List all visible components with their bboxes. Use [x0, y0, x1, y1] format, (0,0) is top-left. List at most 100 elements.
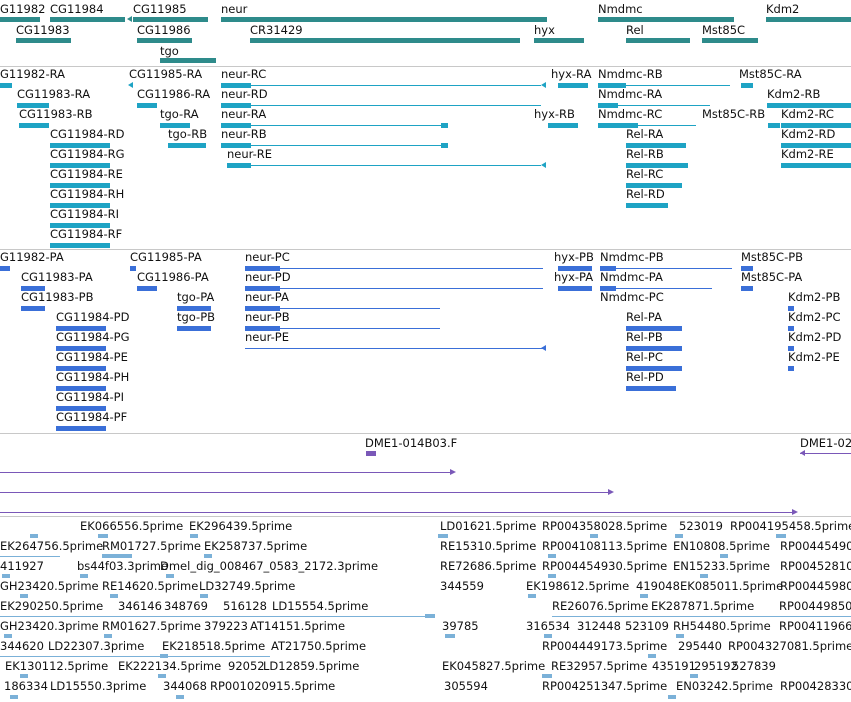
est-label[interactable]: EK258737.5prime: [204, 539, 308, 553]
transcript-exon[interactable]: [50, 203, 110, 208]
transcript-exon[interactable]: [50, 143, 110, 148]
transcript-exon[interactable]: [137, 103, 157, 108]
est-label[interactable]: Dmel_dig_008467_0583_2172.3prime: [160, 559, 379, 573]
transcript-exon[interactable]: [160, 123, 190, 128]
est-bar[interactable]: [548, 574, 556, 578]
protein-bar[interactable]: [177, 326, 211, 331]
protein-label[interactable]: G11982-PA: [0, 250, 64, 264]
est-label[interactable]: RP004327081.5prime: [728, 639, 851, 653]
transcript-label[interactable]: CG11984-RD: [50, 127, 125, 141]
transcript-label[interactable]: CG11984-RF: [50, 227, 123, 241]
est-bar[interactable]: [425, 614, 435, 618]
gene-bar[interactable]: [133, 17, 208, 22]
transcript-label[interactable]: Rel-RD: [626, 187, 665, 201]
transcript-label[interactable]: CG11986-RA: [137, 87, 211, 101]
est-label[interactable]: RP00428330: [780, 679, 851, 693]
transcript-label[interactable]: neur-RD: [221, 87, 268, 101]
transcript-exon[interactable]: [441, 143, 448, 148]
est-label[interactable]: RH54480.5prime: [673, 619, 771, 633]
gene-label[interactable]: Rel: [626, 23, 644, 37]
est-label[interactable]: 316534: [526, 619, 570, 633]
clone-line[interactable]: [0, 512, 792, 513]
est-label[interactable]: 186334: [4, 679, 48, 693]
gene-bar[interactable]: [702, 38, 758, 43]
est-bar[interactable]: [776, 534, 786, 538]
est-bar[interactable]: [590, 534, 598, 538]
est-label[interactable]: 516128: [223, 599, 267, 613]
transcript-label[interactable]: Kdm2-RE: [781, 147, 834, 161]
protein-label[interactable]: Nmdmc-PC: [600, 290, 664, 304]
protein-bar[interactable]: [788, 326, 794, 331]
clone-line[interactable]: [0, 492, 608, 493]
protein-label[interactable]: CG11986-PA: [137, 270, 209, 284]
est-bar[interactable]: [542, 674, 552, 678]
est-label[interactable]: 523019: [679, 519, 723, 533]
protein-label[interactable]: Rel-PD: [626, 370, 664, 384]
transcript-label[interactable]: Rel-RC: [626, 167, 664, 181]
protein-bar[interactable]: [245, 266, 280, 271]
gene-label[interactable]: CG11984: [50, 2, 104, 16]
protein-bar[interactable]: [245, 286, 280, 291]
est-label[interactable]: RM01627.5prime: [102, 619, 201, 633]
est-label[interactable]: 295440: [678, 639, 722, 653]
est-bar[interactable]: [176, 695, 184, 699]
est-bar[interactable]: [102, 554, 132, 558]
transcript-exon[interactable]: [441, 123, 448, 128]
protein-label[interactable]: Rel-PB: [626, 330, 663, 344]
gene-bar[interactable]: [626, 38, 690, 43]
protein-label[interactable]: Nmdmc-PA: [600, 270, 663, 284]
est-label[interactable]: EK290250.5prime: [0, 599, 104, 613]
protein-bar[interactable]: [56, 426, 106, 431]
protein-label[interactable]: Kdm2-PD: [788, 330, 842, 344]
transcript-label[interactable]: tgo-RA: [160, 107, 199, 121]
est-bar[interactable]: [720, 554, 728, 558]
est-bar[interactable]: [438, 534, 448, 538]
est-label[interactable]: EN03242.5prime: [676, 679, 773, 693]
protein-bar[interactable]: [741, 286, 753, 291]
est-label[interactable]: 312448: [577, 619, 621, 633]
protein-bar[interactable]: [56, 366, 106, 371]
transcript-label[interactable]: neur-RA: [221, 107, 267, 121]
est-label[interactable]: LD15550.3prime: [50, 679, 147, 693]
est-label[interactable]: 379223: [204, 619, 248, 633]
transcript-exon[interactable]: [741, 83, 753, 88]
transcript-label[interactable]: Mst85C-RB: [702, 107, 766, 121]
transcript-exon[interactable]: [0, 83, 12, 88]
protein-bar[interactable]: [600, 266, 616, 271]
protein-label[interactable]: CG11984-PE: [56, 350, 128, 364]
transcript-label[interactable]: Nmdmc-RA: [598, 87, 663, 101]
transcript-exon[interactable]: [548, 123, 578, 128]
transcript-exon[interactable]: [626, 143, 686, 148]
est-bar[interactable]: [675, 534, 683, 538]
est-bar[interactable]: [20, 594, 28, 598]
transcript-exon[interactable]: [50, 183, 110, 188]
transcript-label[interactable]: CG11984-RE: [50, 167, 123, 181]
transcript-label[interactable]: Kdm2-RB: [767, 87, 821, 101]
est-label[interactable]: EK045827.5prime: [442, 659, 546, 673]
transcript-label[interactable]: neur-RE: [227, 147, 273, 161]
est-bar[interactable]: [544, 634, 552, 638]
est-label[interactable]: 344620: [0, 639, 44, 653]
protein-label[interactable]: Kdm2-PC: [788, 310, 841, 324]
est-bar[interactable]: [640, 594, 648, 598]
est-bar[interactable]: [158, 674, 166, 678]
protein-label[interactable]: Mst85C-PB: [741, 250, 804, 264]
transcript-label[interactable]: Mst85C-RA: [739, 67, 802, 81]
protein-bar[interactable]: [56, 386, 106, 391]
protein-bar[interactable]: [788, 306, 794, 311]
transcript-exon[interactable]: [598, 83, 626, 88]
est-bar[interactable]: [190, 534, 198, 538]
est-label[interactable]: EK287871.5prime: [651, 599, 755, 613]
gene-label[interactable]: CR31429: [250, 23, 303, 37]
est-label[interactable]: 39785: [442, 619, 479, 633]
est-bar[interactable]: [10, 695, 18, 699]
est-bar[interactable]: [548, 554, 556, 558]
est-label[interactable]: EK222134.5prime: [118, 659, 222, 673]
protein-bar[interactable]: [56, 406, 106, 411]
transcript-label[interactable]: Nmdmc-RC: [598, 107, 663, 121]
transcript-label[interactable]: CG11985-RA: [129, 67, 203, 81]
protein-label[interactable]: CG11983-PB: [21, 290, 94, 304]
est-label[interactable]: 435191: [652, 659, 696, 673]
gene-bar[interactable]: [50, 17, 125, 22]
est-label[interactable]: LD22307.3prime: [48, 639, 145, 653]
